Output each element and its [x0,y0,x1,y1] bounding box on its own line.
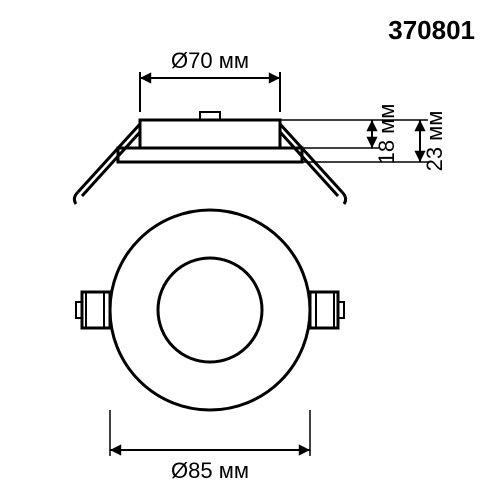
tab-nub [76,302,82,318]
clip-line [280,124,342,192]
front-outer-circle [110,210,310,410]
clip-hook [74,192,78,204]
side-body [140,120,280,148]
side-flange [118,148,302,162]
clip-line [280,132,338,196]
dim-cutout-diameter: Ø70 мм [171,48,249,73]
clip-line [82,132,140,196]
tab-nub [338,302,344,318]
dim-flange-diameter: Ø85 мм [171,458,249,483]
dim-total-height: 23 мм [422,111,447,172]
clip-hook [342,192,346,204]
technical-drawing: 370801 Ø70 мм 18 мм 23 мм Ø85 мм [0,0,500,500]
front-inner-circle [158,258,262,362]
product-code: 370801 [388,15,475,45]
dim-recess-depth: 18 мм [374,104,399,165]
clip-line [78,124,140,192]
